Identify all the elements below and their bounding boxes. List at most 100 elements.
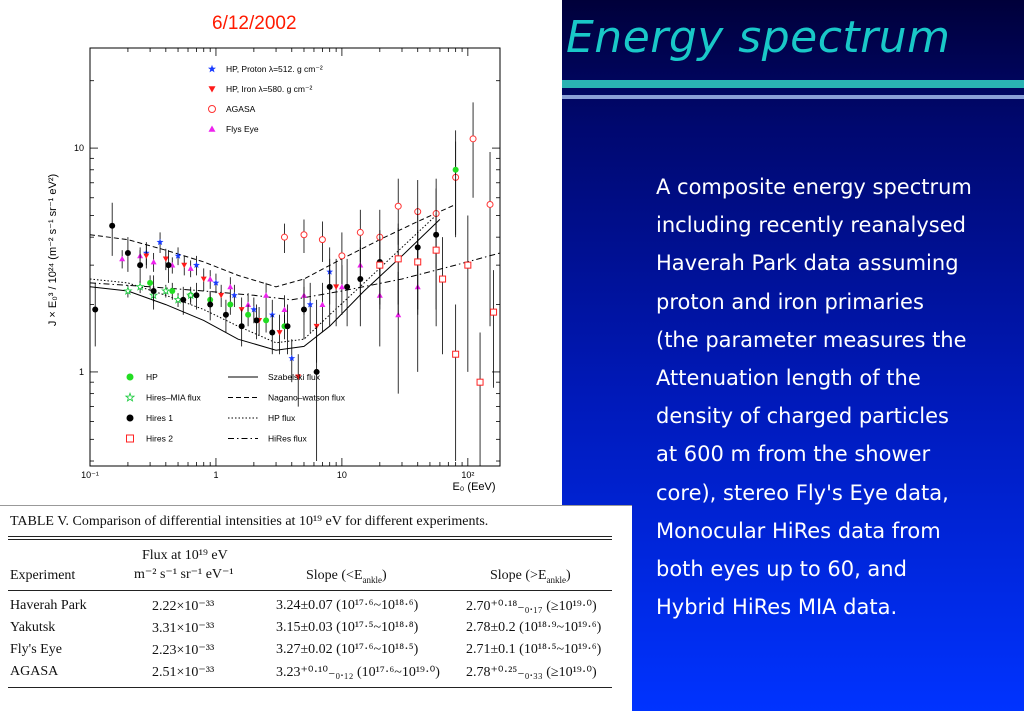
data-point — [123, 286, 133, 295]
table-rule-bottom — [8, 687, 612, 688]
legend-label: Szabelski flux — [268, 372, 321, 382]
data-point — [250, 305, 258, 313]
data-point — [222, 311, 229, 318]
data-point — [326, 283, 333, 290]
data-point — [338, 252, 346, 260]
data-point — [464, 261, 472, 269]
table-cell-flux: 2.23×10⁻³³ — [152, 643, 215, 658]
legend-label: HP, Proton λ=512. g cm⁻² — [226, 64, 323, 74]
description-line: Haverah Park data assuming — [656, 251, 959, 276]
data-point — [207, 276, 214, 282]
data-point — [92, 306, 99, 313]
header-flux-line1: Flux at 10¹⁹ eV — [142, 548, 228, 563]
data-point — [169, 287, 176, 294]
data-point — [208, 105, 216, 113]
legend-bottom: HP Hires–MIA flux Hires 1 Hires 2 Szabelski … — [124, 372, 346, 444]
table-rule-top — [8, 536, 612, 537]
data-point — [126, 414, 134, 422]
header-slope-above-sub: ankle — [546, 574, 567, 585]
data-point — [245, 311, 252, 318]
legend-label: HP, Iron λ=580. g cm⁻² — [226, 84, 312, 94]
data-point — [295, 374, 302, 380]
data-point — [245, 301, 252, 307]
data-point — [119, 255, 126, 262]
legend-label: Flys Eye — [226, 124, 259, 134]
data-point — [124, 249, 131, 256]
data-point — [150, 258, 157, 265]
legend-top: HP, Proton λ=512. g cm⁻² HP, Iron λ=580. … — [208, 64, 323, 134]
data-point — [313, 368, 320, 375]
data-point — [280, 233, 288, 241]
description-line: including recently reanalysed — [656, 213, 966, 238]
table-cell-slope-above: 2.71±0.1 (10¹⁸·⁵~10¹⁹·⁶) — [466, 642, 602, 657]
table-caption: TABLE V. Comparison of differential inte… — [10, 514, 489, 529]
data-point — [357, 276, 364, 283]
table-rule-mid — [8, 590, 612, 591]
table-cell-flux: 3.31×10⁻³³ — [152, 621, 215, 636]
data-point — [452, 350, 460, 358]
legend-label: Hires–MIA flux — [146, 393, 202, 403]
data-point — [452, 166, 459, 173]
x-tick-label: 1 — [213, 470, 218, 480]
data-point — [137, 262, 144, 269]
header-slope-above-text: Slope (>E — [490, 568, 547, 583]
data-point — [193, 292, 200, 299]
x-tick-label: 10⁻¹ — [81, 470, 99, 480]
date-label: 6/12/2002 — [212, 13, 297, 34]
table-cell-slope-below: 3.23⁺⁰·¹⁰₋₀.₁₂ (10¹⁷·⁶~10¹⁹·⁰) — [276, 665, 440, 680]
legend-label: AGASA — [226, 104, 256, 114]
right-panel — [562, 0, 1024, 711]
data-point — [208, 86, 216, 93]
data-point — [227, 283, 234, 290]
legend-label: Hires 2 — [146, 434, 173, 444]
x-tick-label: 10² — [461, 470, 474, 480]
data-point — [174, 252, 182, 259]
data-point — [126, 434, 134, 443]
energy-spectrum-chart: 10⁻¹ 1 10 10² 1 10 J × E₀³ / 10²⁴ (m⁻² s⁻¹ sr… — [47, 47, 501, 493]
data-point — [476, 378, 484, 386]
description-line: core), stereo Fly's Eye data, — [656, 480, 949, 505]
data-point — [207, 301, 214, 308]
data-point — [124, 391, 136, 402]
table-cell-slope-above: 2.78±0.2 (10¹⁸·⁹~10¹⁹·⁶) — [466, 620, 602, 635]
flux-curve — [89, 219, 441, 351]
y-tick-label: 10 — [74, 143, 84, 153]
data-point — [135, 281, 145, 291]
description-line: (the parameter measures the — [656, 327, 967, 352]
data-point — [338, 283, 345, 290]
data-point — [486, 200, 494, 208]
x-tick-label: 10 — [337, 470, 347, 480]
data-point — [432, 246, 440, 254]
data-point — [356, 228, 364, 236]
plot-frame — [89, 47, 501, 467]
data-point — [253, 317, 260, 324]
table-cell-flux: 2.51×10⁻³³ — [152, 665, 215, 680]
table-cell-slope-below: 3.15±0.03 (10¹⁷·⁵~10¹⁸·⁸) — [276, 620, 419, 635]
description-line: Monocular HiRes data from — [656, 518, 941, 543]
data-point — [376, 261, 384, 269]
table-cell-slope-above: 2.70⁺⁰·¹⁸₋₀.₁₇ (≥10¹⁹·⁰) — [466, 599, 597, 614]
data-point — [263, 292, 270, 298]
data-point — [109, 222, 116, 229]
description-line: both eyes up to 60, and — [656, 557, 907, 582]
data-point — [288, 354, 296, 362]
data-point — [238, 323, 245, 330]
data-point — [394, 202, 402, 210]
legend-label: HP — [146, 372, 158, 382]
data-point — [208, 64, 216, 73]
data-point — [156, 238, 164, 246]
table-cell-flux: 2.22×10⁻³³ — [152, 599, 215, 614]
y-axis-label: J × E₀³ / 10²⁴ (m⁻² s⁻¹ sr⁻¹ eV²) — [47, 174, 59, 326]
legend-label: Hires 1 — [146, 413, 173, 423]
flux-curves — [89, 204, 501, 351]
data-point — [181, 262, 188, 269]
description-text: A composite energy spectrum including re… — [656, 168, 1022, 626]
description-line: Hybrid HiRes MIA data. — [656, 595, 898, 620]
table-cell-slope-below: 3.27±0.02 (10¹⁷·⁶~10¹⁸·⁵) — [276, 642, 419, 657]
data-point — [281, 306, 288, 312]
data-point — [439, 275, 447, 283]
data-point — [162, 256, 169, 262]
data-point — [126, 373, 134, 381]
table-cell-experiment: Yakutsk — [10, 620, 56, 635]
table-cell-experiment: Fly's Eye — [10, 642, 62, 657]
